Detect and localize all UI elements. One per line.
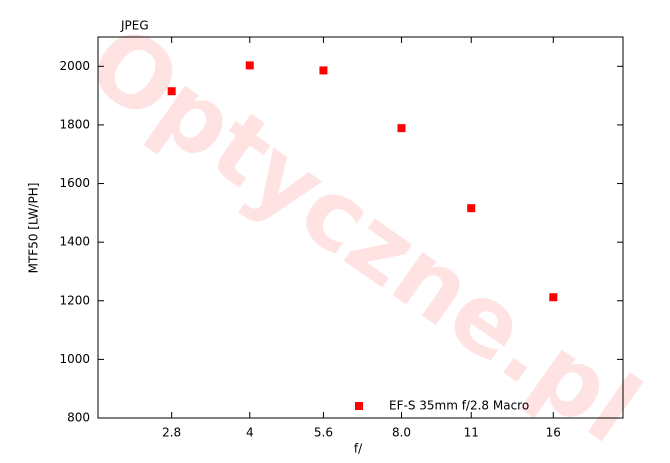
watermark: Optyczne.pl bbox=[68, 4, 659, 463]
y-axis-label: MTF50 [LW/PH] bbox=[27, 183, 41, 274]
x-tick-label: 4 bbox=[246, 426, 254, 440]
x-tick-label: 2.8 bbox=[162, 426, 181, 440]
x-tick-label: 11 bbox=[464, 426, 479, 440]
chart-title: JPEG bbox=[120, 19, 149, 33]
y-tick-label: 800 bbox=[67, 411, 90, 425]
point bbox=[167, 87, 176, 96]
y-tick-label: 1200 bbox=[59, 293, 90, 307]
x-tick-label: 16 bbox=[546, 426, 561, 440]
point bbox=[245, 61, 254, 70]
legend-label: EF-S 35mm f/2.8 Macro bbox=[389, 399, 529, 413]
point bbox=[467, 204, 476, 213]
x-axis-label: f/ bbox=[354, 442, 363, 456]
point bbox=[549, 293, 558, 302]
y-tick-label: 1800 bbox=[59, 117, 90, 131]
legend-swatch bbox=[355, 402, 363, 410]
plot-frame bbox=[97, 36, 624, 419]
y-tick-label: 2000 bbox=[59, 59, 90, 73]
point bbox=[397, 124, 406, 133]
x-tick-label: 8.0 bbox=[392, 426, 411, 440]
y-tick-label: 1600 bbox=[59, 176, 90, 190]
point bbox=[319, 66, 328, 75]
y-tick-label: 1400 bbox=[59, 235, 90, 249]
y-tick-label: 1000 bbox=[59, 352, 90, 366]
x-tick-label: 5.6 bbox=[314, 426, 333, 440]
